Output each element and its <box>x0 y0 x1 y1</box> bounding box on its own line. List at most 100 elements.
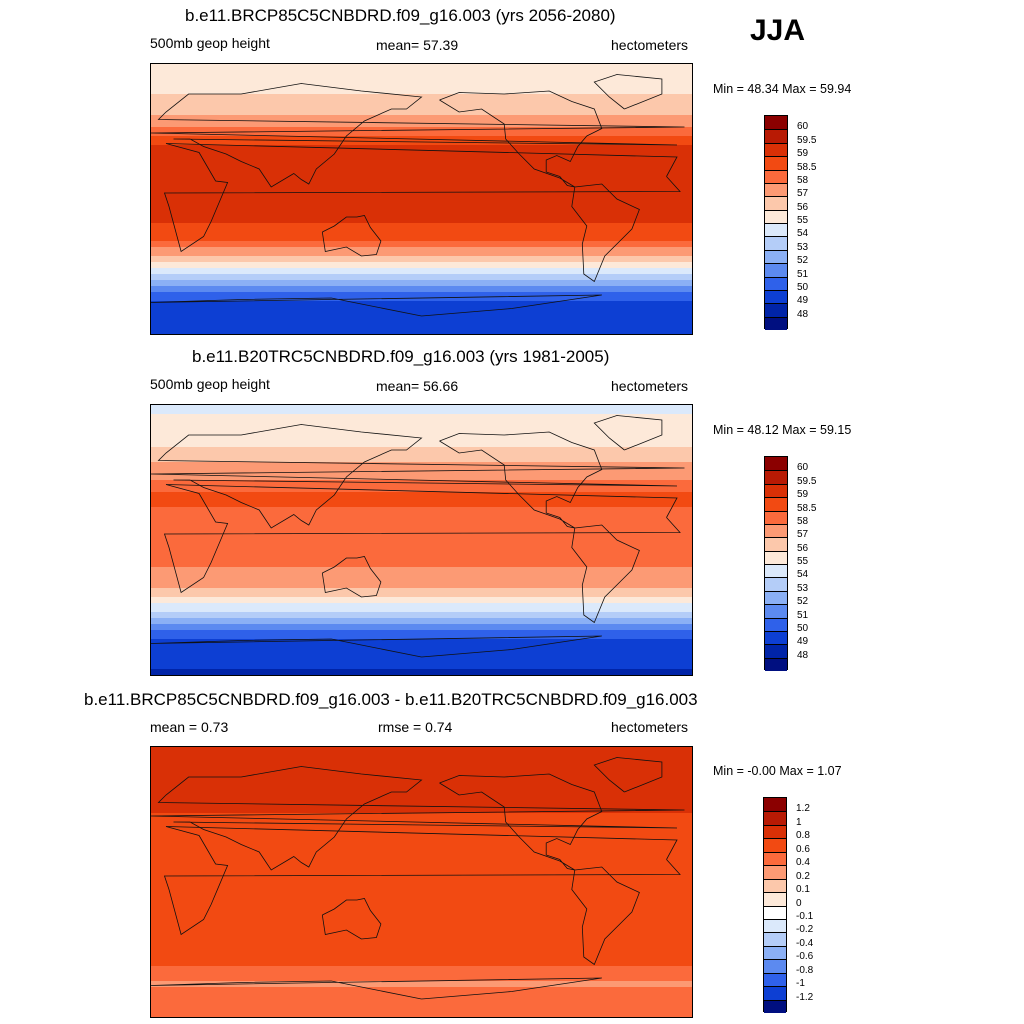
contour-band <box>151 660 692 664</box>
colorbar-tick-label: 60 <box>797 462 809 474</box>
contour-band <box>151 852 692 856</box>
contour-band <box>151 783 692 787</box>
field-label: 500mb geop height <box>150 376 270 392</box>
contour-band <box>151 993 692 997</box>
contour-band <box>151 474 692 478</box>
contour-band <box>151 486 692 490</box>
colorbar-box <box>765 236 787 250</box>
colorbar-box <box>765 617 787 631</box>
colorbar-tick-label: 50 <box>797 281 809 293</box>
colorbar-box <box>765 590 787 605</box>
contour-band <box>151 453 692 457</box>
coastline <box>439 90 603 188</box>
colorbar-box <box>765 316 787 330</box>
contour-band <box>151 657 692 661</box>
contour-band <box>151 831 692 835</box>
contour-band <box>151 567 692 571</box>
mean-label: mean= 57.39 <box>376 37 459 53</box>
field-label: 500mb geop height <box>150 35 270 51</box>
contour-band <box>151 163 692 167</box>
contour-band <box>151 462 692 466</box>
colorbar-box <box>765 483 787 498</box>
colorbar-tick-label: 56 <box>797 542 809 554</box>
contour-band <box>151 999 692 1003</box>
map-historical <box>150 404 693 676</box>
contour-band <box>151 94 692 98</box>
mean-label: mean= 56.66 <box>376 378 459 394</box>
contour-band <box>151 513 692 517</box>
contour-band <box>151 948 692 952</box>
contour-band <box>151 444 692 448</box>
coastline <box>163 826 681 936</box>
colorbar-box <box>765 630 787 645</box>
coastline <box>321 898 382 940</box>
contour-band <box>151 918 692 922</box>
colorbar-tick-label: -0.2 <box>796 924 814 936</box>
colorbar-box <box>764 959 786 973</box>
colorbar-box <box>765 577 787 591</box>
contour-band <box>151 438 692 442</box>
contour-band <box>151 507 692 511</box>
colorbar-box <box>765 303 787 317</box>
units-label: hectometers <box>611 719 689 735</box>
contour-band <box>151 546 692 550</box>
contour-band <box>151 292 692 296</box>
contour-band <box>151 579 692 583</box>
contour-band <box>151 882 692 886</box>
contour-band <box>151 79 692 83</box>
contour-band <box>151 124 692 128</box>
contour-band <box>151 465 692 469</box>
min-max-label: Min = 48.12 Max = 59.15 <box>713 423 852 437</box>
colorbar-tick-label: 58 <box>797 515 809 527</box>
contour-band <box>151 241 692 245</box>
colorbar-box <box>764 918 786 933</box>
colorbar-tick-label: -0.4 <box>796 937 814 949</box>
colorbar-box <box>765 169 787 183</box>
contour-band <box>151 82 692 86</box>
colorbar-box <box>765 129 787 143</box>
map-future <box>150 63 693 335</box>
contour-band <box>151 489 692 493</box>
panel-title: b.e11.B20TRC5CNBDRD.f09_g16.003 (yrs 198… <box>192 347 610 366</box>
contour-band <box>151 894 692 898</box>
contour-band <box>151 115 692 119</box>
colorbar-box <box>765 223 787 237</box>
contour-band <box>151 247 692 251</box>
contour-band <box>151 987 692 991</box>
colorbar-box <box>765 537 787 551</box>
contour-band <box>151 861 692 865</box>
contour-band <box>151 435 692 439</box>
contour-band <box>151 238 692 242</box>
contour-band <box>151 909 692 913</box>
contour-band <box>151 558 692 562</box>
contour-band <box>151 990 692 994</box>
contour-band <box>151 235 692 239</box>
contour-band <box>151 525 692 529</box>
contour-band <box>151 885 692 889</box>
contour-band <box>151 103 692 107</box>
contour-band <box>151 414 692 418</box>
contour-band <box>151 777 692 781</box>
contour-band <box>151 250 692 254</box>
contour-band <box>151 262 692 266</box>
colorbar-tick-label: 58 <box>797 174 809 186</box>
colorbar-box <box>765 604 787 618</box>
contour-band <box>151 268 692 272</box>
contour-band <box>151 540 692 544</box>
contour-band <box>151 331 692 334</box>
contour-band <box>151 100 692 104</box>
coastline <box>151 424 685 529</box>
contour-band <box>151 145 692 149</box>
contour-band <box>151 217 692 221</box>
coastline <box>151 635 602 658</box>
contour-band <box>151 256 692 260</box>
contour-band <box>151 945 692 949</box>
contour-band <box>151 867 692 871</box>
contour-band <box>151 211 692 215</box>
colorbar-box <box>765 249 787 264</box>
contour-band <box>151 645 692 649</box>
contour-band <box>151 564 692 568</box>
contour-band <box>151 91 692 95</box>
contour-band <box>151 939 692 943</box>
colorbar-tick-label: -0.6 <box>796 951 814 963</box>
